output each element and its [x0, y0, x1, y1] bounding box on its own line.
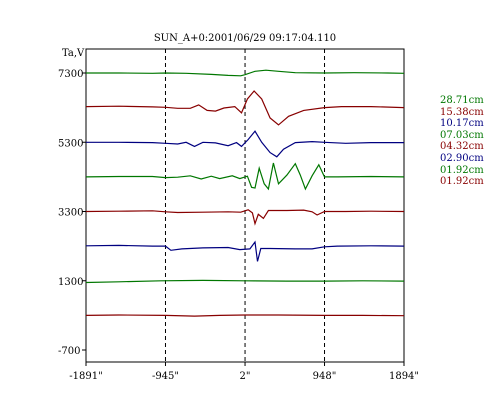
y-axis-label: Ta,V: [62, 48, 85, 59]
y-tick-label: 3300: [58, 208, 83, 219]
legend-entry: 07.03cm: [440, 129, 484, 141]
x-tick-label: -1891": [69, 371, 102, 382]
series-line: [85, 162, 405, 191]
y-tick-label: 7300: [58, 69, 83, 80]
legend-entry: 02.90cm: [440, 152, 484, 164]
series-group: [85, 69, 405, 317]
series-line: [86, 130, 404, 158]
y-tick-label: -700: [58, 346, 80, 357]
series-line: [86, 69, 405, 77]
y-tick-label: 5300: [58, 138, 83, 149]
series-line: [85, 314, 405, 317]
series-line: [85, 240, 405, 262]
legend-entry: 15.38cm: [440, 106, 484, 118]
y-axis-ticks: 7300 5300 3300 1300 -700: [58, 69, 86, 357]
series-line: [85, 209, 405, 226]
x-tick-label: -945": [152, 371, 179, 382]
legend-entry: 01.92cm: [440, 176, 484, 188]
legend-entry: 04.32cm: [440, 141, 484, 153]
legend-entry: 28.71cm: [440, 95, 484, 106]
chart-title: SUN_A+0:2001/06/29 09:17:04.110: [154, 33, 336, 44]
series-line: [85, 90, 405, 126]
grid-lines: [164, 49, 326, 362]
x-axis-ticks: -1891" -945" 2" 948" 1894": [69, 362, 419, 382]
legend-entry: 01.92cm: [440, 164, 484, 176]
x-tick-label: 1894": [389, 371, 419, 382]
legend-entry: 10.17cm: [440, 118, 484, 130]
legend: 28.71cm 15.38cm 10.17cm 07.03cm 04.32cm 02.90…: [440, 95, 496, 188]
series-line: [85, 279, 405, 284]
x-tick-label: 948": [313, 371, 337, 382]
x-tick-label: 2": [240, 371, 251, 382]
y-tick-label: 1300: [58, 277, 83, 288]
